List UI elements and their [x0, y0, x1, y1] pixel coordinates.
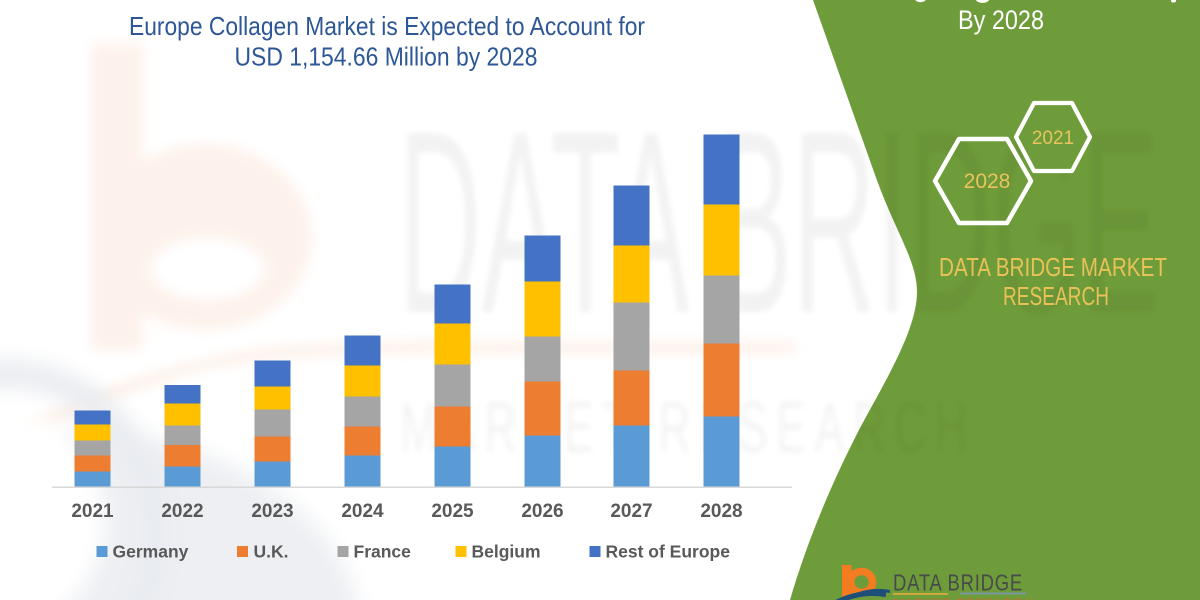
svg-text:2024: 2024 — [341, 501, 384, 522]
svg-text:2021: 2021 — [1032, 128, 1074, 149]
svg-text:2026: 2026 — [521, 501, 563, 522]
svg-text:RESEARCH: RESEARCH — [1003, 283, 1109, 311]
svg-text:2025: 2025 — [431, 501, 474, 522]
svg-text:Germany: Germany — [113, 542, 189, 562]
svg-text:France: France — [354, 542, 412, 562]
svg-text:U.K.: U.K. — [254, 542, 289, 562]
svg-text:USD 1,154.66 Million by 2028: USD 1,154.66 Million by 2028 — [235, 42, 538, 72]
svg-text:MARKET RESEARCH: MARKET RESEARCH — [894, 598, 1033, 600]
svg-text:2021: 2021 — [71, 501, 114, 522]
svg-text:Belgium: Belgium — [472, 542, 541, 562]
svg-text:2028: 2028 — [700, 501, 742, 522]
svg-text:MARKET RESEARCH: MARKET RESEARCH — [400, 387, 976, 468]
svg-text:2027: 2027 — [610, 501, 652, 522]
svg-text:Rest of Europe: Rest of Europe — [606, 542, 731, 562]
svg-text:2023: 2023 — [251, 501, 293, 522]
svg-text:DATA BRIDGE: DATA BRIDGE — [893, 570, 1023, 596]
svg-text:DATA BRIDGE MARKET: DATA BRIDGE MARKET — [939, 254, 1167, 282]
svg-text:Europe Collagen Market is Expe: Europe Collagen Market is Expected to Ac… — [129, 11, 645, 41]
svg-text:2022: 2022 — [161, 501, 203, 522]
svg-text:2028: 2028 — [964, 170, 1011, 193]
svg-text:By 2028: By 2028 — [958, 5, 1044, 35]
